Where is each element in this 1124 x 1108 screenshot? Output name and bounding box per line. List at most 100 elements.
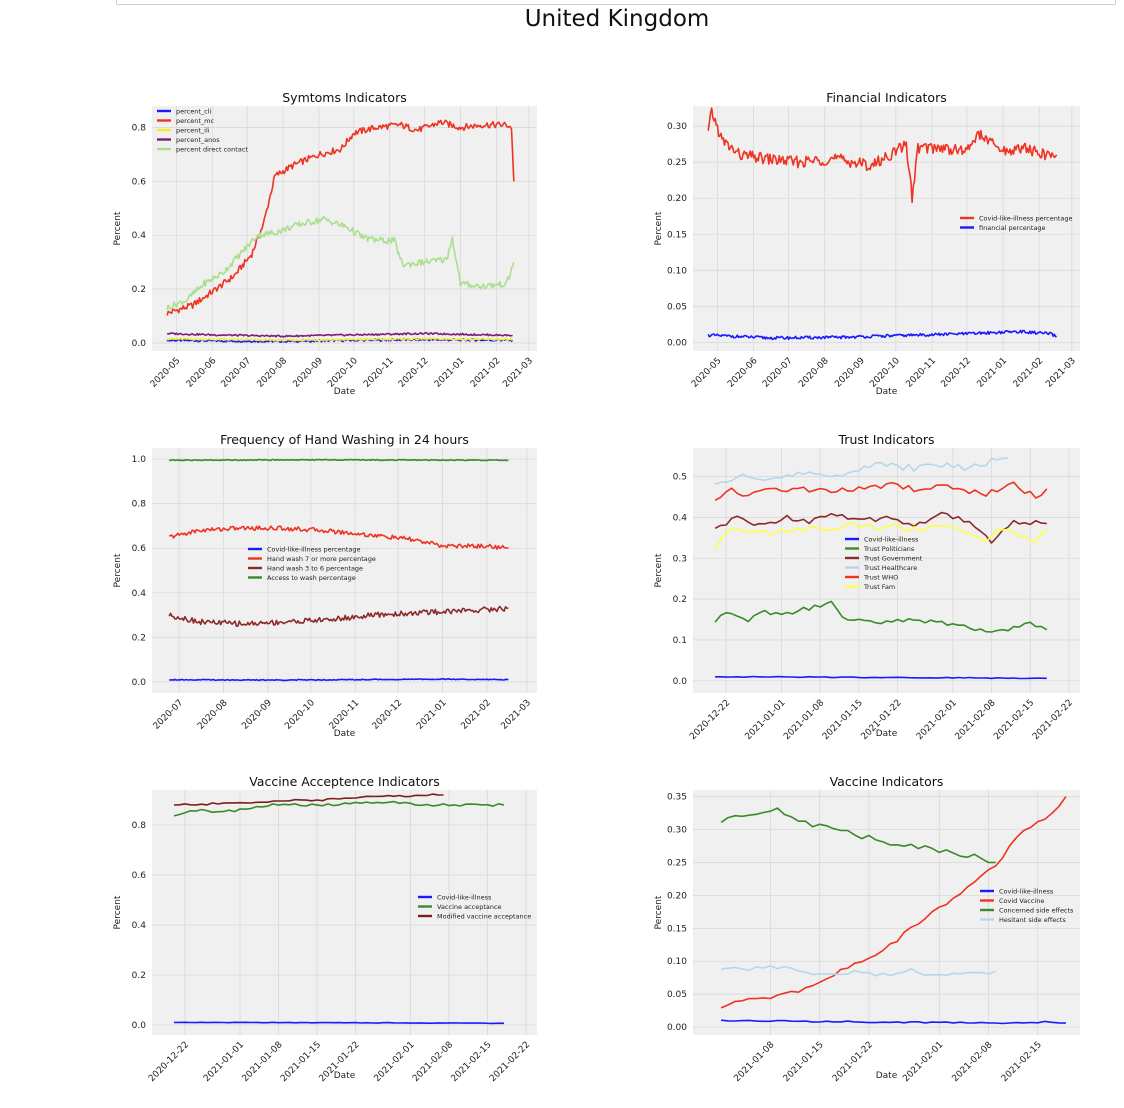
series-line <box>167 337 513 342</box>
legend-label: Modified vaccine acceptance <box>437 912 531 920</box>
y-tick-label: 0.10 <box>667 957 687 967</box>
legend-label: Covid Vaccine <box>999 897 1044 905</box>
x-tick-label: 2021-01-08 <box>732 1040 776 1084</box>
x-tick-label: 2020-06 <box>185 356 219 390</box>
series-line <box>714 521 1048 550</box>
legend-label: Trust Healthcare <box>863 564 917 572</box>
chart-title: Frequency of Hand Washing in 24 hours <box>220 432 469 447</box>
y-tick-label: 0.10 <box>667 266 687 276</box>
y-axis-label: Percent <box>113 553 123 587</box>
x-tick-label: 2020-09 <box>240 698 274 732</box>
chart-panel-3: 0.0 0.2 0.4 0.6 0.8 1.0 2020-07 2020-08 2020-09 2… <box>113 432 537 739</box>
series-line <box>707 107 1058 204</box>
x-tick-label: 2020-09 <box>833 356 867 390</box>
x-tick-label: 2020-10 <box>326 356 360 390</box>
x-tick-label: 2021-01-01 <box>202 1040 246 1084</box>
y-tick-label: 0.4 <box>132 589 147 599</box>
x-axis-label: Date <box>334 387 356 397</box>
y-tick-label: 0.4 <box>132 921 147 931</box>
y-tick-label: 0.15 <box>667 924 687 934</box>
x-tick-label: 2021-01-08 <box>782 698 826 742</box>
series-line <box>174 1021 505 1025</box>
y-tick-label: 0.8 <box>132 500 147 510</box>
chart-panel-6: 0.00 0.05 0.10 0.15 0.20 0.25 0.30 0.35 2021-01-… <box>654 774 1080 1084</box>
legend-label: percent direct contact <box>176 145 248 153</box>
x-tick-label: 2020-11 <box>362 356 396 390</box>
legend-label: financial percentage <box>979 224 1046 232</box>
series-line <box>173 800 505 817</box>
series-line <box>720 796 1067 1009</box>
x-tick-label: 2021-01-22 <box>831 1040 875 1084</box>
x-axis-label: Date <box>876 387 898 397</box>
series-line <box>166 331 513 338</box>
y-tick-label: 0.1 <box>673 636 687 646</box>
x-tick-label: 2020-12-22 <box>688 698 732 742</box>
x-tick-label: 2020-11 <box>904 356 938 390</box>
x-tick-label: 2020-09 <box>291 356 325 390</box>
y-tick-label: 0.0 <box>132 339 147 349</box>
series-line <box>714 457 1009 486</box>
y-tick-label: 1.0 <box>132 455 147 465</box>
x-tick-label: 2020-07 <box>220 356 254 390</box>
series-line <box>715 675 1047 680</box>
y-tick-label: 0.2 <box>132 633 146 643</box>
x-tick-label: 2020-08 <box>196 698 230 732</box>
chart-title: Vaccine Acceptence Indicators <box>249 774 440 789</box>
x-tick-label: 2020-12 <box>939 356 973 390</box>
series-line <box>168 605 509 628</box>
y-tick-label: 0.00 <box>667 338 687 348</box>
legend-label: percent_cli <box>176 107 212 115</box>
series-line <box>169 458 509 462</box>
y-tick-label: 0.05 <box>667 302 687 312</box>
legend-label: Covid-like-illness <box>999 887 1054 895</box>
y-tick-label: 0.0 <box>132 1021 147 1031</box>
y-tick-label: 0.5 <box>673 473 687 483</box>
y-tick-label: 0.05 <box>667 990 687 1000</box>
x-tick-label: 2021-02-22 <box>1031 698 1075 742</box>
y-axis-label: Percent <box>113 895 123 929</box>
x-tick-label: 2020-11 <box>328 698 362 732</box>
plot-area <box>152 790 537 1035</box>
x-tick-label: 2021-02-01 <box>373 1040 417 1084</box>
x-tick-label: 2020-07 <box>152 698 186 732</box>
legend-label: percent_ili <box>176 126 210 134</box>
top-frame-edge <box>116 0 1116 5</box>
series-line <box>721 1019 1066 1025</box>
x-tick-label: 2021-02-15 <box>992 698 1036 742</box>
x-axis-label: Date <box>334 729 356 739</box>
y-tick-label: 0.30 <box>667 826 687 836</box>
x-tick-label: 2021-03 <box>1044 356 1078 390</box>
y-axis-label: Percent <box>113 211 123 245</box>
x-axis-label: Date <box>876 1071 898 1081</box>
plot-area <box>152 448 537 693</box>
x-tick-label: 2020-05 <box>149 356 183 390</box>
x-tick-label: 2021-01 <box>433 356 467 390</box>
x-tick-label: 2021-02-22 <box>488 1040 532 1084</box>
y-tick-label: 0.2 <box>673 595 687 605</box>
x-tick-label: 2021-01 <box>415 698 449 732</box>
y-tick-label: 0.3 <box>673 554 687 564</box>
series-line <box>707 329 1057 341</box>
legend-label: Hand wash 7 or more percentage <box>267 555 376 563</box>
x-tick-label: 2021-02-15 <box>450 1040 494 1084</box>
x-tick-label: 2021-01 <box>976 356 1010 390</box>
legend-label: Trust Government <box>863 554 923 562</box>
x-tick-label: 2021-02-08 <box>951 1040 995 1084</box>
y-tick-label: 0.25 <box>667 158 687 168</box>
x-tick-label: 2020-12 <box>397 356 431 390</box>
y-tick-label: 0.6 <box>132 544 147 554</box>
series-line <box>166 119 515 316</box>
x-axis-label: Date <box>876 729 898 739</box>
page-title: United Kingdom <box>524 6 710 32</box>
x-tick-label: 2020-12 <box>371 698 405 732</box>
chart-panel-5: 0.0 0.2 0.4 0.6 0.8 2020-12-22 2021-01-01 2021-… <box>113 774 537 1084</box>
series-line <box>169 677 509 682</box>
series-line <box>166 215 515 311</box>
series-line <box>720 807 996 864</box>
x-tick-label: 2021-02-08 <box>954 698 998 742</box>
legend-label: Hesitant side effects <box>999 916 1066 924</box>
x-tick-label: 2020-06 <box>726 356 760 390</box>
